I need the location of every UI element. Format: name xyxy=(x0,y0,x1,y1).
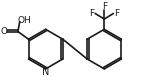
Text: N: N xyxy=(42,67,49,77)
Text: O: O xyxy=(1,27,8,36)
Text: OH: OH xyxy=(18,16,32,25)
Text: F: F xyxy=(102,2,107,11)
Text: F: F xyxy=(114,9,119,18)
Text: F: F xyxy=(89,9,94,18)
